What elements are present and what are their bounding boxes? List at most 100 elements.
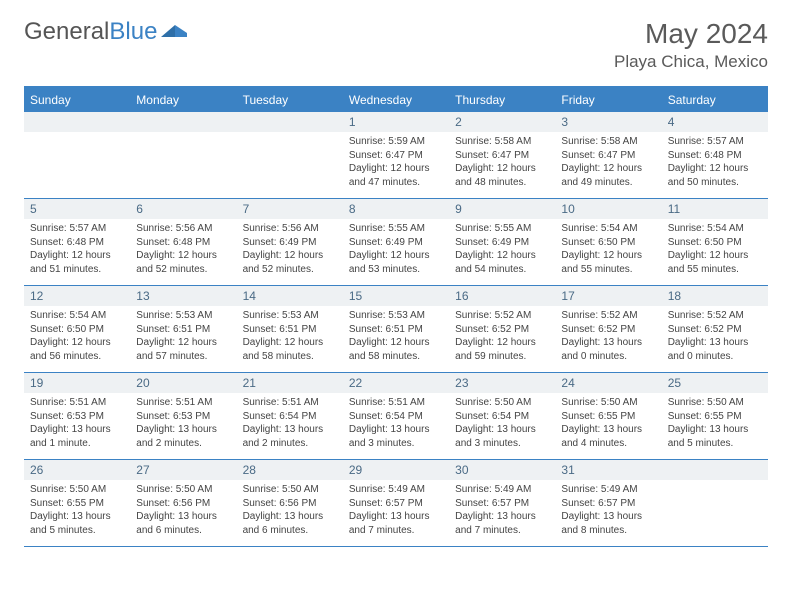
day-number: 18	[662, 286, 768, 306]
day-body: Sunrise: 5:50 AMSunset: 6:56 PMDaylight:…	[237, 480, 343, 543]
day-body: Sunrise: 5:57 AMSunset: 6:48 PMDaylight:…	[662, 132, 768, 195]
day-cell: 24Sunrise: 5:50 AMSunset: 6:55 PMDayligh…	[555, 373, 661, 459]
day-number: 22	[343, 373, 449, 393]
sunset-line: Sunset: 6:52 PM	[561, 323, 655, 337]
day-body: Sunrise: 5:54 AMSunset: 6:50 PMDaylight:…	[24, 306, 130, 369]
sunrise-line: Sunrise: 5:53 AM	[349, 309, 443, 323]
sunset-line: Sunset: 6:48 PM	[668, 149, 762, 163]
day-cell: 18Sunrise: 5:52 AMSunset: 6:52 PMDayligh…	[662, 286, 768, 372]
day-cell: 2Sunrise: 5:58 AMSunset: 6:47 PMDaylight…	[449, 112, 555, 198]
sunset-line: Sunset: 6:51 PM	[349, 323, 443, 337]
weekday-header: Thursday	[449, 88, 555, 112]
sunrise-line: Sunrise: 5:50 AM	[243, 483, 337, 497]
sunset-line: Sunset: 6:50 PM	[30, 323, 124, 337]
day-body: Sunrise: 5:52 AMSunset: 6:52 PMDaylight:…	[555, 306, 661, 369]
day-cell: 22Sunrise: 5:51 AMSunset: 6:54 PMDayligh…	[343, 373, 449, 459]
sunrise-line: Sunrise: 5:52 AM	[668, 309, 762, 323]
sunset-line: Sunset: 6:54 PM	[455, 410, 549, 424]
day-cell: 30Sunrise: 5:49 AMSunset: 6:57 PMDayligh…	[449, 460, 555, 546]
sunrise-line: Sunrise: 5:53 AM	[136, 309, 230, 323]
day-number: 10	[555, 199, 661, 219]
weekday-header: Friday	[555, 88, 661, 112]
sunset-line: Sunset: 6:56 PM	[136, 497, 230, 511]
daylight-line: Daylight: 13 hours and 5 minutes.	[668, 423, 762, 450]
day-cell	[662, 460, 768, 546]
sunrise-line: Sunrise: 5:59 AM	[349, 135, 443, 149]
sunrise-line: Sunrise: 5:49 AM	[349, 483, 443, 497]
day-body: Sunrise: 5:50 AMSunset: 6:54 PMDaylight:…	[449, 393, 555, 456]
sunset-line: Sunset: 6:52 PM	[455, 323, 549, 337]
sunset-line: Sunset: 6:54 PM	[349, 410, 443, 424]
logo-mark-icon	[161, 18, 189, 46]
sunrise-line: Sunrise: 5:50 AM	[136, 483, 230, 497]
day-cell: 13Sunrise: 5:53 AMSunset: 6:51 PMDayligh…	[130, 286, 236, 372]
daylight-line: Daylight: 12 hours and 50 minutes.	[668, 162, 762, 189]
sunset-line: Sunset: 6:48 PM	[136, 236, 230, 250]
day-number	[24, 112, 130, 132]
day-cell: 14Sunrise: 5:53 AMSunset: 6:51 PMDayligh…	[237, 286, 343, 372]
day-cell: 15Sunrise: 5:53 AMSunset: 6:51 PMDayligh…	[343, 286, 449, 372]
day-body: Sunrise: 5:52 AMSunset: 6:52 PMDaylight:…	[662, 306, 768, 369]
sunrise-line: Sunrise: 5:51 AM	[349, 396, 443, 410]
day-cell: 20Sunrise: 5:51 AMSunset: 6:53 PMDayligh…	[130, 373, 236, 459]
day-body: Sunrise: 5:58 AMSunset: 6:47 PMDaylight:…	[449, 132, 555, 195]
sunrise-line: Sunrise: 5:54 AM	[561, 222, 655, 236]
daylight-line: Daylight: 12 hours and 54 minutes.	[455, 249, 549, 276]
week-row: 12Sunrise: 5:54 AMSunset: 6:50 PMDayligh…	[24, 286, 768, 373]
sunrise-line: Sunrise: 5:57 AM	[30, 222, 124, 236]
day-body: Sunrise: 5:50 AMSunset: 6:55 PMDaylight:…	[555, 393, 661, 456]
sunset-line: Sunset: 6:57 PM	[349, 497, 443, 511]
day-body: Sunrise: 5:50 AMSunset: 6:55 PMDaylight:…	[24, 480, 130, 543]
daylight-line: Daylight: 13 hours and 2 minutes.	[136, 423, 230, 450]
sunset-line: Sunset: 6:51 PM	[136, 323, 230, 337]
sunrise-line: Sunrise: 5:51 AM	[30, 396, 124, 410]
day-number: 7	[237, 199, 343, 219]
day-body: Sunrise: 5:59 AMSunset: 6:47 PMDaylight:…	[343, 132, 449, 195]
day-number: 8	[343, 199, 449, 219]
sunrise-line: Sunrise: 5:53 AM	[243, 309, 337, 323]
sunset-line: Sunset: 6:48 PM	[30, 236, 124, 250]
sunrise-line: Sunrise: 5:55 AM	[455, 222, 549, 236]
daylight-line: Daylight: 12 hours and 55 minutes.	[668, 249, 762, 276]
sunset-line: Sunset: 6:49 PM	[243, 236, 337, 250]
day-body: Sunrise: 5:49 AMSunset: 6:57 PMDaylight:…	[449, 480, 555, 543]
day-number: 30	[449, 460, 555, 480]
day-cell: 25Sunrise: 5:50 AMSunset: 6:55 PMDayligh…	[662, 373, 768, 459]
sunrise-line: Sunrise: 5:57 AM	[668, 135, 762, 149]
sunrise-line: Sunrise: 5:50 AM	[30, 483, 124, 497]
sunset-line: Sunset: 6:55 PM	[668, 410, 762, 424]
daylight-line: Daylight: 12 hours and 56 minutes.	[30, 336, 124, 363]
day-number: 16	[449, 286, 555, 306]
daylight-line: Daylight: 12 hours and 49 minutes.	[561, 162, 655, 189]
day-number: 26	[24, 460, 130, 480]
day-cell: 29Sunrise: 5:49 AMSunset: 6:57 PMDayligh…	[343, 460, 449, 546]
day-number	[130, 112, 236, 132]
day-cell: 23Sunrise: 5:50 AMSunset: 6:54 PMDayligh…	[449, 373, 555, 459]
day-cell: 6Sunrise: 5:56 AMSunset: 6:48 PMDaylight…	[130, 199, 236, 285]
week-row: 19Sunrise: 5:51 AMSunset: 6:53 PMDayligh…	[24, 373, 768, 460]
day-body: Sunrise: 5:51 AMSunset: 6:54 PMDaylight:…	[237, 393, 343, 456]
day-number: 25	[662, 373, 768, 393]
day-number: 28	[237, 460, 343, 480]
sunrise-line: Sunrise: 5:51 AM	[243, 396, 337, 410]
location: Playa Chica, Mexico	[614, 52, 768, 72]
daylight-line: Daylight: 12 hours and 48 minutes.	[455, 162, 549, 189]
day-cell: 4Sunrise: 5:57 AMSunset: 6:48 PMDaylight…	[662, 112, 768, 198]
day-number: 15	[343, 286, 449, 306]
day-cell: 21Sunrise: 5:51 AMSunset: 6:54 PMDayligh…	[237, 373, 343, 459]
daylight-line: Daylight: 13 hours and 5 minutes.	[30, 510, 124, 537]
day-body: Sunrise: 5:53 AMSunset: 6:51 PMDaylight:…	[130, 306, 236, 369]
day-body: Sunrise: 5:55 AMSunset: 6:49 PMDaylight:…	[449, 219, 555, 282]
weeks-container: 1Sunrise: 5:59 AMSunset: 6:47 PMDaylight…	[24, 112, 768, 547]
day-number: 6	[130, 199, 236, 219]
day-number: 17	[555, 286, 661, 306]
day-cell: 9Sunrise: 5:55 AMSunset: 6:49 PMDaylight…	[449, 199, 555, 285]
day-number: 29	[343, 460, 449, 480]
daylight-line: Daylight: 12 hours and 47 minutes.	[349, 162, 443, 189]
daylight-line: Daylight: 12 hours and 51 minutes.	[30, 249, 124, 276]
sunrise-line: Sunrise: 5:49 AM	[455, 483, 549, 497]
sunset-line: Sunset: 6:52 PM	[668, 323, 762, 337]
sunrise-line: Sunrise: 5:58 AM	[455, 135, 549, 149]
day-body: Sunrise: 5:49 AMSunset: 6:57 PMDaylight:…	[343, 480, 449, 543]
sunrise-line: Sunrise: 5:58 AM	[561, 135, 655, 149]
